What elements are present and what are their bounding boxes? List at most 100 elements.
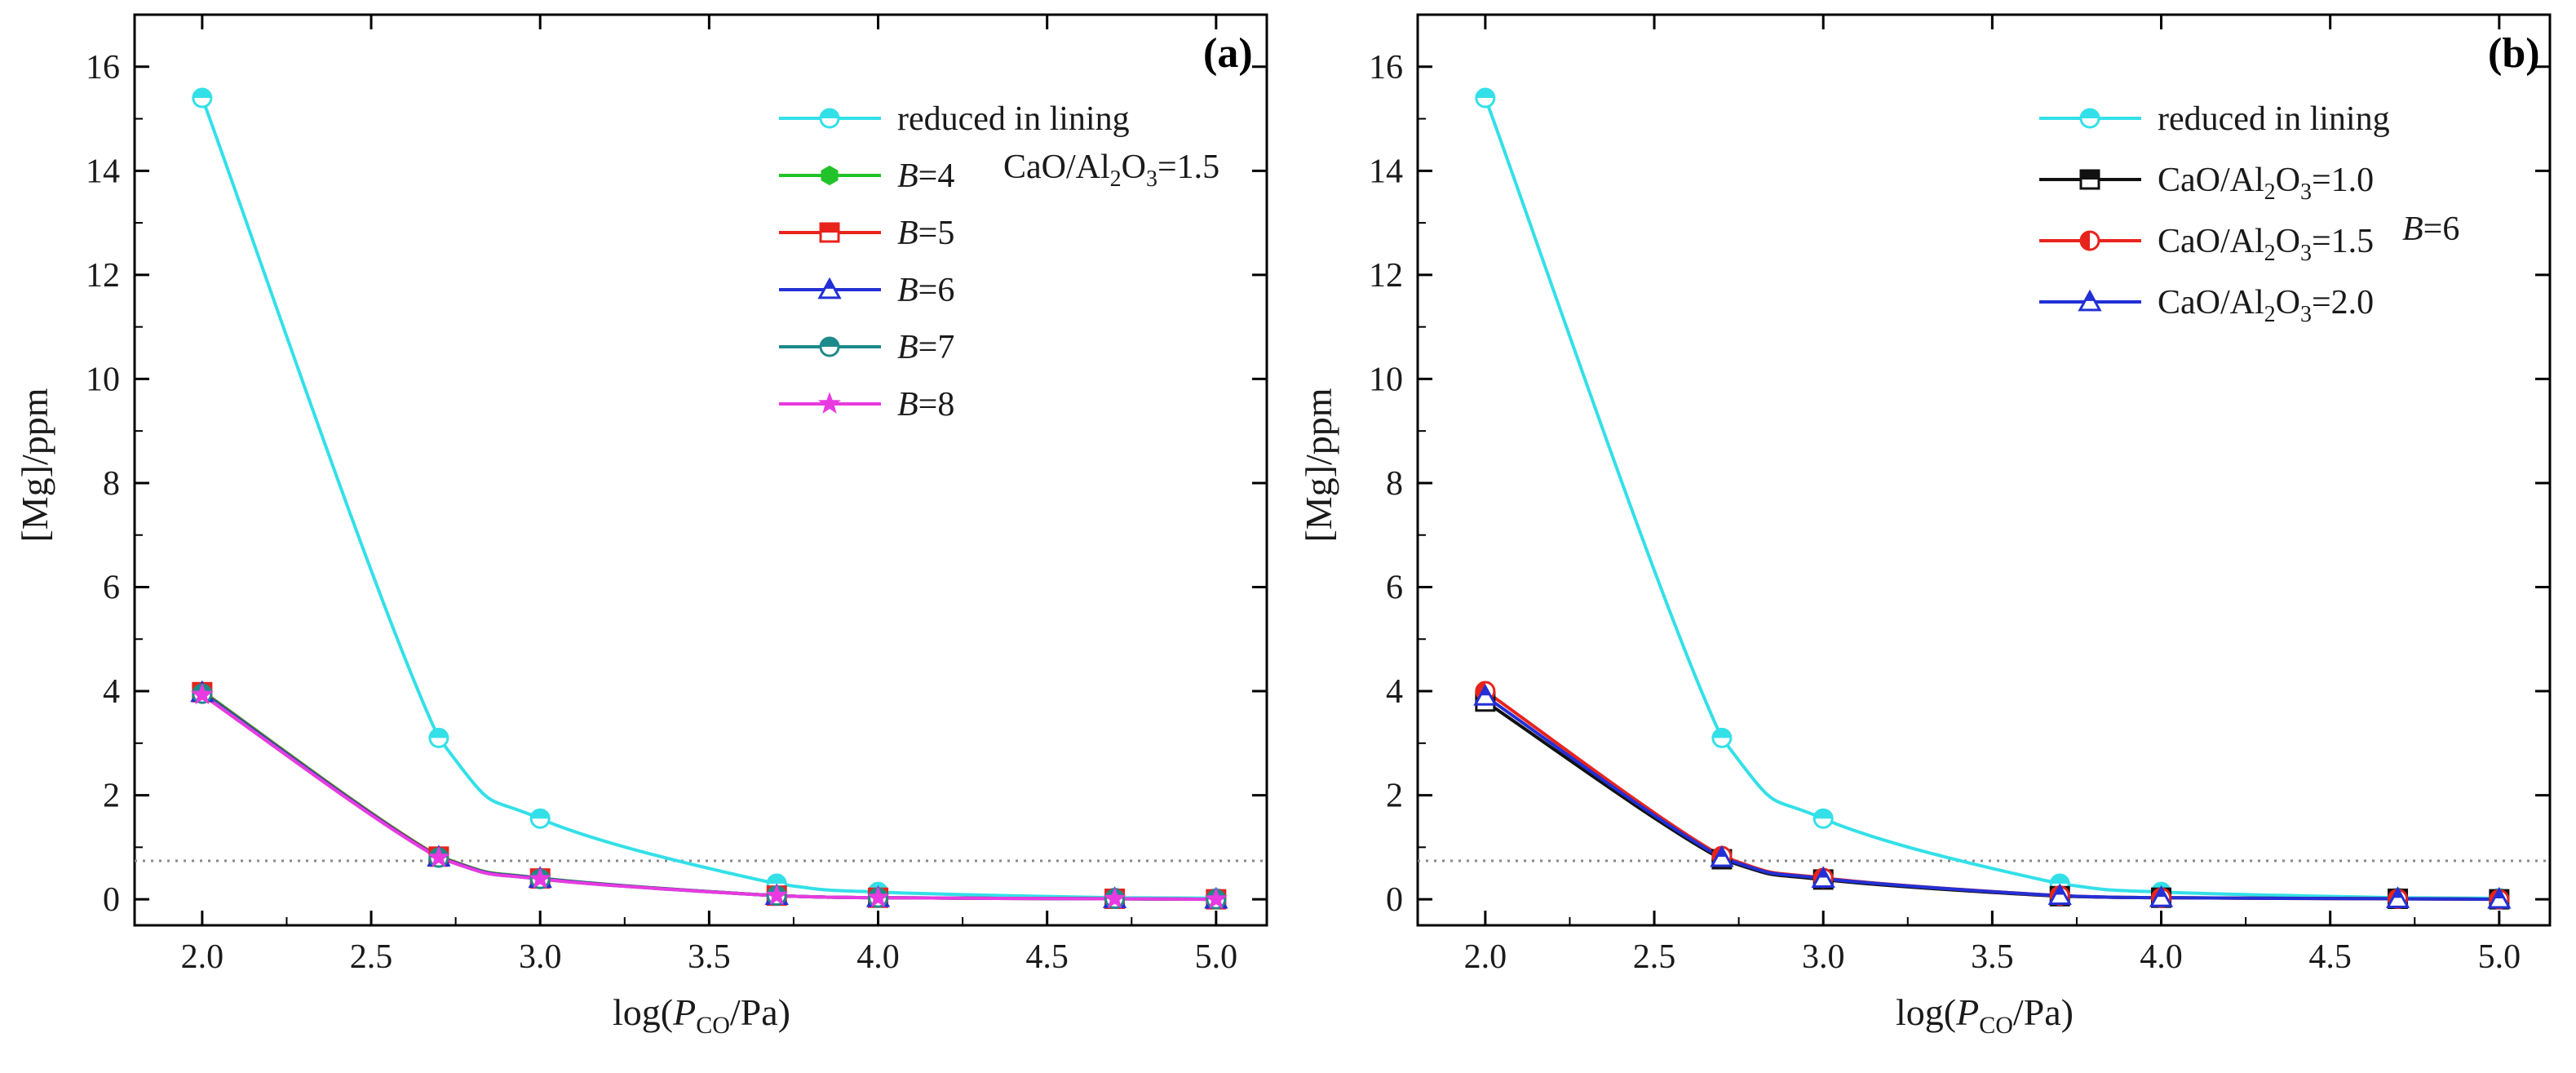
x-tick-label-a-5: 4.5 [1025, 938, 1069, 976]
data-point-b-3-2 [1811, 866, 1835, 889]
x-axis-label-b: log(PCO/Pa) [1896, 991, 2074, 1039]
data-point-b-3-6 [2487, 886, 2512, 909]
data-point-b-3-4 [2149, 885, 2174, 907]
legend-item-a-1: B=4 [779, 157, 954, 195]
panel-b: 2.0 2.5 3.0 3.5 4.0 4.5 5.0 0 2 4 6 8 10 12 14 16 (b) [… [1298, 13, 2552, 1039]
x-tick-label-b-0: 2.0 [1464, 938, 1507, 976]
x-tick-label-a-4: 4.0 [856, 938, 900, 976]
legend-label-b-1: CaO/Al2O3=1.0 [2158, 162, 2374, 205]
x-tick-label-a-2: 3.0 [519, 938, 562, 976]
legend-a: reduced in lining B=4 B=5 B=6 B=7 B=8 [779, 100, 1130, 423]
legend-item-b-3: CaO/Al2O3=2.0 [2039, 284, 2374, 327]
data-point-a-5-0 [190, 682, 214, 705]
plot-frame-b [1416, 13, 2552, 927]
panel-label-a: (a) [1203, 30, 1253, 77]
y-tick-label-a-8: 16 [86, 49, 120, 86]
y-axis-label-a: [Mg]/ppm [14, 388, 55, 542]
legend-annotation-a: CaO/Al2O3=1.5 [1003, 149, 1219, 192]
legend-swatch-marker-b-3 [2078, 289, 2102, 312]
x-tick-label-a-6: 5.0 [1195, 938, 1238, 976]
x-tick-label-b-6: 5.0 [2478, 938, 2521, 976]
legend-item-a-2: B=5 [779, 215, 954, 252]
legend-swatch-marker-b-1 [2079, 169, 2100, 190]
legend-swatch-marker-a-1 [821, 165, 839, 186]
y-tick-label-b-3: 6 [1386, 569, 1403, 606]
y-tick-label-a-1: 2 [103, 778, 120, 815]
legend-swatch-marker-b-0 [2079, 108, 2100, 129]
axes-b: 2.0 2.5 3.0 3.5 4.0 4.5 5.0 0 2 4 6 8 10 12 14 16 [1369, 15, 2550, 976]
legend-label-a-2: B=5 [897, 215, 954, 252]
legend-item-a-4: B=7 [779, 329, 954, 366]
legend-b: reduced in lining CaO/Al2O3=1.0 CaO/Al2O3=… [2039, 100, 2390, 327]
legend-item-b-1: CaO/Al2O3=1.0 [2039, 162, 2374, 205]
legend-item-a-0: reduced in lining [779, 100, 1130, 138]
data-point-a-5-6 [1204, 887, 1228, 909]
data-point-b-3-1 [1710, 845, 1734, 867]
legend-label-a-0: reduced in lining [897, 100, 1130, 138]
data-point-a-5-4 [866, 885, 890, 908]
data-point-a-5-2 [529, 867, 552, 889]
data-point-a-5-1 [427, 845, 450, 867]
data-point-a-0-0 [192, 87, 213, 109]
series-line-b-3 [1484, 694, 2499, 902]
x-tick-label-a-1: 2.5 [350, 938, 393, 976]
x-tick-label-a-3: 3.5 [688, 938, 731, 976]
y-tick-label-b-7: 14 [1369, 153, 1403, 190]
x-tick-label-a-0: 2.0 [181, 938, 224, 976]
series-b [1473, 87, 2512, 910]
legend-annotation-b: B=6 [2402, 211, 2459, 248]
y-tick-label-a-3: 6 [103, 569, 120, 606]
x-axis-label-a: log(PCO/Pa) [613, 991, 790, 1039]
data-point-b-3-5 [2385, 886, 2410, 908]
legend-item-b-2: CaO/Al2O3=1.5 [2039, 223, 2374, 266]
legend-label-b-2: CaO/Al2O3=1.5 [2158, 223, 2374, 266]
panel-a: 2.0 2.5 3.0 3.5 4.0 4.5 5.0 0 2 4 6 8 10 12 14 16 (a) [… [14, 13, 1268, 1039]
data-point-b-0-2 [1812, 808, 1834, 829]
x-tick-label-b-4: 4.0 [2140, 938, 2183, 976]
series-line-b-0 [1484, 97, 2499, 900]
legend-item-a-5: B=8 [779, 386, 954, 423]
y-tick-label-b-6: 12 [1369, 257, 1403, 295]
y-tick-label-a-4: 8 [103, 465, 120, 503]
legend-item-a-3: B=6 [779, 272, 954, 309]
series-a [190, 87, 1228, 910]
y-tick-label-a-0: 0 [103, 881, 120, 919]
legend-swatch-marker-a-2 [819, 222, 840, 243]
plot-frame-a [133, 13, 1268, 927]
y-tick-label-b-5: 10 [1369, 361, 1403, 398]
series-line-a-5 [201, 693, 1216, 902]
series-line-a-0 [201, 97, 1216, 900]
y-tick-label-a-2: 4 [103, 673, 120, 711]
data-point-a-0-2 [529, 808, 551, 829]
y-tick-label-b-0: 0 [1386, 881, 1403, 919]
legend-label-a-4: B=7 [897, 329, 954, 366]
data-point-b-3-3 [2047, 883, 2072, 906]
legend-item-b-0: reduced in lining [2039, 100, 2390, 138]
legend-swatch-marker-a-5 [818, 392, 841, 414]
y-tick-label-b-1: 2 [1386, 778, 1403, 815]
legend-label-b-0: reduced in lining [2158, 100, 2390, 138]
legend-label-a-5: B=8 [897, 386, 954, 423]
legend-label-a-3: B=6 [897, 272, 954, 309]
data-point-b-3-0 [1473, 684, 1498, 706]
legend-label-b-3: CaO/Al2O3=2.0 [2158, 284, 2374, 327]
y-tick-label-b-4: 8 [1386, 465, 1403, 503]
data-point-a-0-1 [428, 727, 449, 748]
y-tick-label-a-6: 12 [86, 257, 120, 295]
legend-label-a-1: B=4 [897, 157, 954, 195]
panel-label-b: (b) [2488, 30, 2540, 77]
legend-swatch-marker-b-2 [2079, 230, 2100, 251]
axes-a: 2.0 2.5 3.0 3.5 4.0 4.5 5.0 0 2 4 6 8 10 12 14 16 [86, 15, 1267, 976]
data-point-a-5-5 [1103, 886, 1126, 909]
x-tick-label-b-1: 2.5 [1633, 938, 1676, 976]
y-axis-label-b: [Mg]/ppm [1298, 388, 1339, 542]
y-tick-label-a-7: 14 [86, 153, 120, 190]
legend-swatch-marker-a-3 [817, 277, 842, 299]
legend-swatch-marker-a-0 [819, 108, 840, 129]
data-point-a-5-3 [765, 884, 789, 906]
data-point-b-0-1 [1711, 727, 1733, 748]
x-tick-label-b-2: 3.0 [1802, 938, 1845, 976]
y-tick-label-a-5: 10 [86, 361, 120, 398]
x-tick-label-b-5: 4.5 [2308, 938, 2352, 976]
